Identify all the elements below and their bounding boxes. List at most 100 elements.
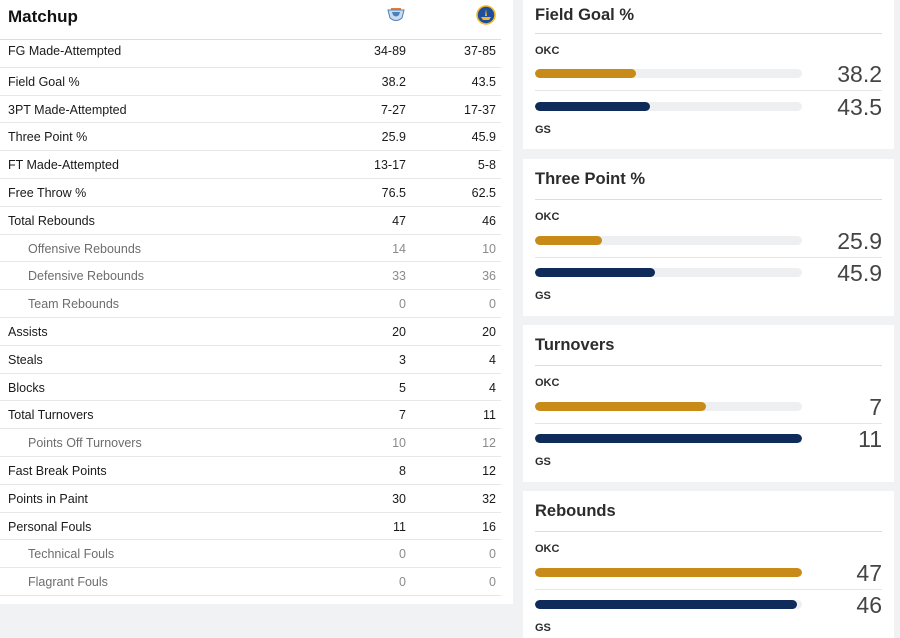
table-row: Defensive Rebounds 33 36 <box>0 262 501 291</box>
table-row: FT Made-Attempted 13-17 5-8 <box>0 151 501 179</box>
okc-value: 33 <box>392 269 406 284</box>
team2-bar-fill <box>535 434 802 443</box>
gs-value: 20 <box>482 324 496 339</box>
okc-value: 34-89 <box>374 44 406 58</box>
stat-label: Three Point % <box>8 130 88 145</box>
gs-value: 4 <box>489 380 496 395</box>
card-title: Three Point % <box>535 170 646 188</box>
team2-value: 45.9 <box>837 260 882 286</box>
matchup-table: FG Made-Attempted 34-89 37-85 Field Goal % 3… <box>0 40 501 596</box>
okc-value: 10 <box>392 436 406 451</box>
team1-bar-fill <box>535 69 637 78</box>
gs-value: 32 <box>482 491 496 506</box>
okc-value: 38.2 <box>381 74 406 89</box>
card-title: Turnovers <box>535 336 615 354</box>
table-row: FG Made-Attempted 34-89 37-85 <box>0 40 501 68</box>
gs-value: 0 <box>489 297 496 312</box>
divider <box>535 90 882 91</box>
gs-value: 37-85 <box>464 44 496 58</box>
table-row: Total Rebounds 47 46 <box>0 207 501 235</box>
table-row: Fast Break Points 8 12 <box>0 457 501 485</box>
team1-bar-fill <box>535 236 602 245</box>
table-row: Three Point % 25.9 45.9 <box>0 123 501 152</box>
team2-value: 43.5 <box>837 94 882 120</box>
table-row: Blocks 5 4 <box>0 374 501 402</box>
team2-value: 46 <box>856 592 882 618</box>
gs-value: 46 <box>482 213 496 228</box>
okc-value: 0 <box>399 547 406 562</box>
stat-label: Blocks <box>8 380 45 395</box>
team2-label: GS <box>535 456 551 468</box>
okc-value: 7-27 <box>380 102 406 117</box>
matchup-panel: Matchup FG Made-Attempted 34-89 37-85 Field… <box>0 0 513 604</box>
team2-bar-fill <box>535 102 650 111</box>
okc-value: 14 <box>392 241 406 256</box>
stat-label: Points in Paint <box>8 491 88 506</box>
team2-bar <box>535 434 802 443</box>
team1-label: OKC <box>535 543 560 555</box>
okc-value: 25.9 <box>381 130 406 145</box>
gs-value: 12 <box>482 436 496 451</box>
gs-warriors-logo-icon <box>476 5 496 25</box>
gs-value: 62.5 <box>471 185 496 200</box>
stat-label: Technical Fouls <box>28 547 115 562</box>
stat-label: Assists <box>8 324 48 339</box>
stat-label: FG Made-Attempted <box>8 44 122 58</box>
divider <box>535 33 882 34</box>
stat-card-turnovers: Turnovers OKC 7 11 GS <box>523 325 894 482</box>
team2-bar <box>535 268 802 277</box>
team1-value: 25.9 <box>837 228 882 254</box>
team1-value: 38.2 <box>837 61 882 87</box>
divider <box>535 589 882 590</box>
stat-label: FT Made-Attempted <box>8 158 119 173</box>
stat-card-field-goal: Field Goal % OKC 38.2 43.5 GS <box>523 0 894 149</box>
table-row: Total Turnovers 7 11 <box>0 401 501 430</box>
team2-label: GS <box>535 124 551 136</box>
gs-value: 45.9 <box>471 130 496 145</box>
team2-bar-fill <box>535 600 797 609</box>
divider <box>535 365 882 366</box>
table-row: Steals 3 4 <box>0 346 501 374</box>
table-row: Free Throw % 76.5 62.5 <box>0 179 501 207</box>
team1-bar-fill <box>535 402 706 411</box>
team1-bar <box>535 236 802 245</box>
stat-label: Team Rebounds <box>28 297 120 312</box>
stat-label: Field Goal % <box>8 74 80 89</box>
card-title: Field Goal % <box>535 6 635 24</box>
team2-label: GS <box>535 622 551 634</box>
divider <box>535 531 882 532</box>
okc-thunder-logo-icon <box>387 8 405 21</box>
gs-value: 36 <box>482 269 496 284</box>
okc-value: 3 <box>399 352 406 367</box>
table-row: Flagrant Fouls 0 0 <box>0 568 501 596</box>
divider <box>535 423 882 424</box>
card-title: Rebounds <box>535 502 616 520</box>
team2-value: 11 <box>858 426 882 452</box>
team1-bar <box>535 402 802 411</box>
stat-label: Points Off Turnovers <box>28 436 142 451</box>
okc-value: 0 <box>399 575 406 590</box>
gs-value: 43.5 <box>471 74 496 89</box>
okc-value: 76.5 <box>381 185 406 200</box>
table-row: Technical Fouls 0 0 <box>0 540 501 569</box>
team1-bar <box>535 69 802 78</box>
stat-label: Flagrant Fouls <box>28 575 108 590</box>
team1-label: OKC <box>535 211 560 223</box>
matchup-title: Matchup <box>8 7 78 26</box>
gs-value: 5-8 <box>477 158 496 173</box>
team2-bar-fill <box>535 268 656 277</box>
team2-bar <box>535 600 802 609</box>
gs-value: 16 <box>482 519 496 534</box>
stat-label: Defensive Rebounds <box>28 269 145 284</box>
team1-value: 7 <box>869 394 882 420</box>
okc-value: 13-17 <box>374 158 406 173</box>
stat-label: Total Turnovers <box>8 408 94 423</box>
table-row: Field Goal % 38.2 43.5 <box>0 68 501 96</box>
table-row: Assists 20 20 <box>0 318 501 346</box>
table-row: Points in Paint 30 32 <box>0 485 501 513</box>
stat-label: 3PT Made-Attempted <box>8 102 127 117</box>
okc-value: 47 <box>392 213 406 228</box>
gs-value: 10 <box>482 241 496 256</box>
table-row: Personal Fouls 11 16 <box>0 513 501 541</box>
team1-bar-fill <box>535 568 802 577</box>
